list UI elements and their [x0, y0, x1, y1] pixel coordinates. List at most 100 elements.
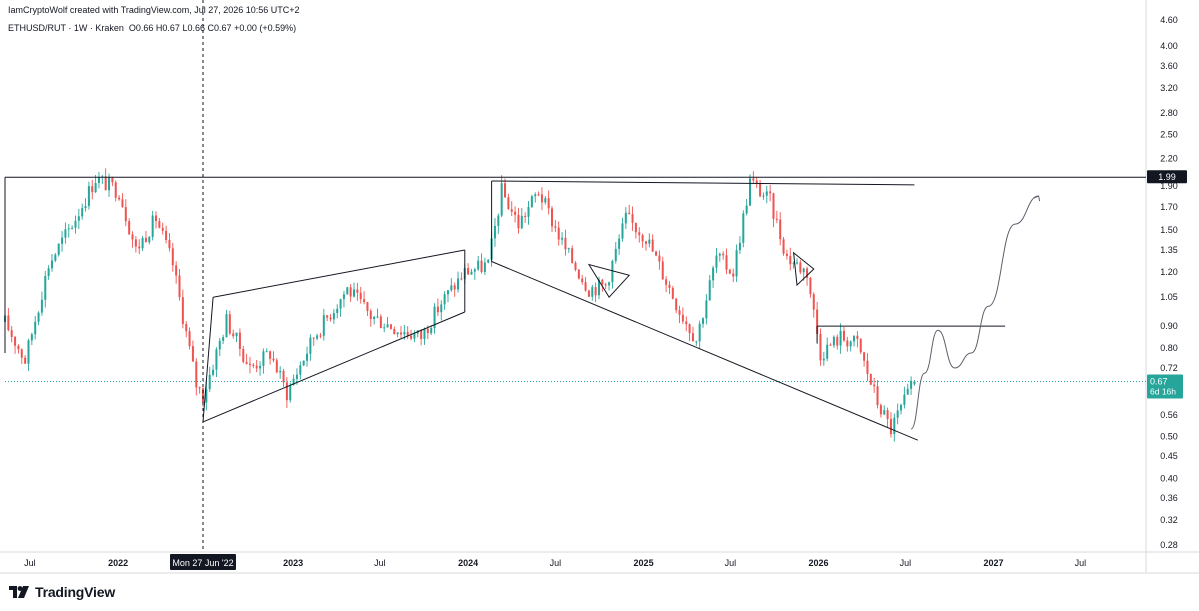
- candle-body: [752, 178, 755, 181]
- candle-body: [332, 313, 335, 320]
- candle-body: [557, 227, 560, 240]
- candle-body: [158, 221, 161, 228]
- candle-body: [769, 191, 772, 194]
- candle-body: [608, 282, 611, 286]
- candle-body: [628, 212, 631, 215]
- candle-body: [61, 237, 64, 244]
- candle-body: [148, 237, 151, 243]
- double-top-line: [491, 180, 915, 186]
- candle-body: [738, 242, 741, 251]
- candle-body: [326, 315, 329, 318]
- candle-body: [638, 232, 641, 236]
- tradingview-brand[interactable]: TradingView: [8, 583, 115, 601]
- candle-body: [604, 284, 607, 286]
- candle-body: [238, 332, 241, 349]
- candle-body: [393, 328, 396, 335]
- candle-body: [504, 183, 507, 198]
- candle-body: [366, 302, 369, 311]
- candle-body: [856, 335, 859, 339]
- candle-body: [826, 344, 829, 359]
- candle-body: [537, 194, 540, 196]
- candle-body: [873, 384, 876, 387]
- candle-body: [282, 370, 285, 383]
- candle-body: [91, 186, 94, 193]
- candle-body: [17, 345, 20, 350]
- candle-body: [822, 358, 825, 361]
- candle-body: [399, 332, 403, 335]
- candle-body: [517, 214, 520, 229]
- candle-body: [500, 183, 503, 216]
- candle-body: [883, 410, 886, 415]
- candle-body: [215, 349, 218, 370]
- price-tick-label: 0.56: [1160, 410, 1178, 420]
- candle-body: [222, 337, 225, 341]
- candle-body: [655, 251, 658, 256]
- candle-body: [440, 304, 443, 313]
- candle-body: [201, 388, 205, 403]
- candle-body: [691, 333, 694, 342]
- candle-body: [7, 315, 10, 331]
- time-tick-label: Jul: [1075, 558, 1087, 568]
- candle-body: [111, 177, 114, 183]
- candle-body: [534, 194, 537, 197]
- candle-body: [195, 361, 198, 388]
- candle-body: [363, 299, 366, 303]
- candle-body: [564, 237, 567, 250]
- candle-body: [446, 290, 449, 295]
- price-tick-label: 0.50: [1160, 431, 1178, 441]
- candle-body: [886, 410, 889, 419]
- candle-body: [802, 268, 805, 273]
- candle-body: [44, 275, 47, 300]
- candle-body: [403, 331, 406, 335]
- candle-body: [20, 349, 23, 358]
- candle-body: [554, 226, 557, 228]
- candle-body: [678, 310, 681, 315]
- candle-body: [198, 387, 201, 389]
- candle-body: [208, 374, 211, 390]
- candle-body: [497, 215, 500, 226]
- candle-body: [413, 333, 416, 339]
- candle-body: [104, 176, 107, 191]
- rising-wedge-left-edge: [202, 297, 214, 422]
- candle-body: [634, 222, 637, 233]
- candle-body: [114, 182, 117, 198]
- candle-body: [94, 183, 97, 193]
- candle-body: [705, 300, 708, 319]
- candle-body: [443, 294, 446, 305]
- candle-body: [540, 194, 543, 203]
- triangle-pattern-mid: [587, 263, 631, 299]
- candle-body: [225, 314, 228, 338]
- candle-body: [27, 340, 30, 364]
- candle-body: [339, 299, 342, 309]
- ohlc-open: O0.66: [128, 23, 154, 33]
- ohlc-high: H0.67: [155, 23, 180, 33]
- bar-countdown-label: 6d 16h: [1150, 386, 1176, 396]
- price-tick-label: 0.36: [1160, 493, 1178, 503]
- time-tick-label: Jul: [550, 558, 562, 568]
- price-tick-label: 0.45: [1160, 451, 1178, 461]
- candle-body: [789, 255, 792, 265]
- candle-body: [467, 268, 470, 275]
- candle-body: [869, 373, 872, 385]
- candle-body: [376, 316, 379, 318]
- candle-body: [708, 280, 711, 301]
- candle-body: [658, 255, 661, 262]
- candle-body: [792, 263, 795, 265]
- candle-body: [242, 348, 245, 362]
- candle-body: [457, 278, 460, 290]
- candle-body: [648, 239, 651, 244]
- resistance-price-label: 1.99: [1158, 172, 1176, 182]
- candle-body: [712, 267, 715, 281]
- candle-body: [97, 177, 100, 184]
- candle-body: [832, 336, 835, 346]
- candle-body: [748, 178, 752, 206]
- candle-body: [118, 197, 121, 200]
- candle-body: [755, 180, 758, 184]
- candle-body: [77, 216, 80, 221]
- candle-body: [775, 218, 778, 220]
- candle-body: [299, 365, 302, 375]
- candle-body: [168, 240, 171, 249]
- symbol-name: ETHUSD/RUT · 1W · Kraken: [8, 23, 124, 33]
- candle-body: [695, 341, 698, 343]
